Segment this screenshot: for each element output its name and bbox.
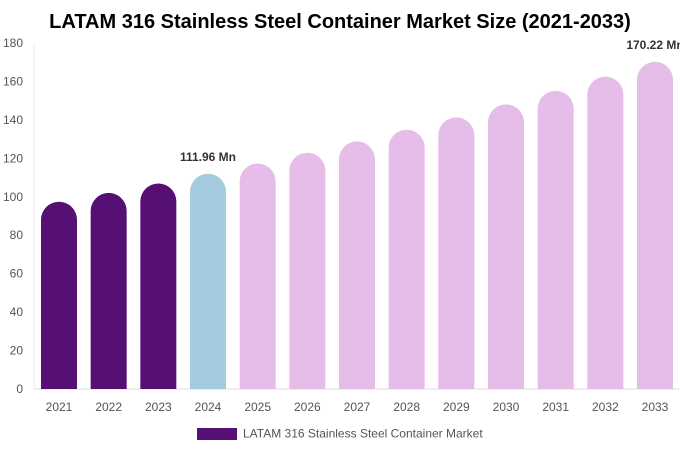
- x-tick-label: 2021: [46, 400, 73, 414]
- legend-swatch: [197, 428, 237, 440]
- x-tick-label: 2026: [294, 400, 321, 414]
- bar-2021[interactable]: [41, 201, 77, 389]
- y-tick-label: 180: [3, 36, 23, 50]
- bar-2031[interactable]: [537, 90, 574, 389]
- bar-2030[interactable]: [488, 104, 524, 390]
- data-labels: 111.96 Mn 170.22 Mn: [180, 38, 680, 164]
- x-tick-label: 2024: [195, 400, 222, 414]
- bar-2027[interactable]: [339, 141, 375, 389]
- x-tick-label: 2032: [592, 400, 619, 414]
- legend[interactable]: LATAM 316 Stainless Steel Container Mark…: [197, 427, 483, 441]
- legend-label: LATAM 316 Stainless Steel Container Mark…: [243, 427, 483, 441]
- x-tick-label: 2029: [443, 400, 470, 414]
- y-tick-label: 160: [3, 74, 23, 88]
- x-tick-label: 2022: [95, 400, 122, 414]
- bar-2022[interactable]: [90, 192, 127, 389]
- x-axis: 2021 2022 2023 2024 2025 2026 2027 2028 2029 2030…: [46, 400, 669, 414]
- bar-2025[interactable]: [239, 163, 276, 389]
- y-tick-label: 40: [10, 305, 24, 319]
- x-tick-label: 2027: [344, 400, 371, 414]
- y-tick-label: 120: [3, 151, 23, 165]
- bar-2026[interactable]: [289, 152, 326, 389]
- bar-2028[interactable]: [388, 129, 425, 390]
- bars: [41, 61, 673, 390]
- y-axis: 0 20 40 60 80 100 120 140 160 180: [3, 36, 23, 396]
- y-tick-label: 20: [10, 344, 24, 358]
- y-tick-label: 60: [10, 267, 24, 281]
- y-tick-label: 0: [16, 382, 23, 396]
- bar-2032[interactable]: [587, 76, 624, 389]
- x-tick-label: 2033: [642, 400, 669, 414]
- data-label-2033: 170.22 Mn: [626, 38, 680, 52]
- chart-title: LATAM 316 Stainless Steel Container Mark…: [49, 11, 631, 33]
- y-tick-label: 100: [3, 190, 23, 204]
- x-tick-label: 2031: [542, 400, 569, 414]
- bar-2033[interactable]: [637, 61, 673, 390]
- bar-2023[interactable]: [140, 183, 177, 389]
- x-tick-label: 2030: [493, 400, 520, 414]
- y-tick-label: 80: [10, 228, 24, 242]
- x-tick-label: 2025: [244, 400, 271, 414]
- x-tick-label: 2028: [393, 400, 420, 414]
- y-tick-label: 140: [3, 113, 23, 127]
- bar-2029[interactable]: [438, 117, 475, 389]
- bar-2024[interactable]: [190, 173, 226, 389]
- data-label-2024: 111.96 Mn: [180, 150, 236, 164]
- x-tick-label: 2023: [145, 400, 172, 414]
